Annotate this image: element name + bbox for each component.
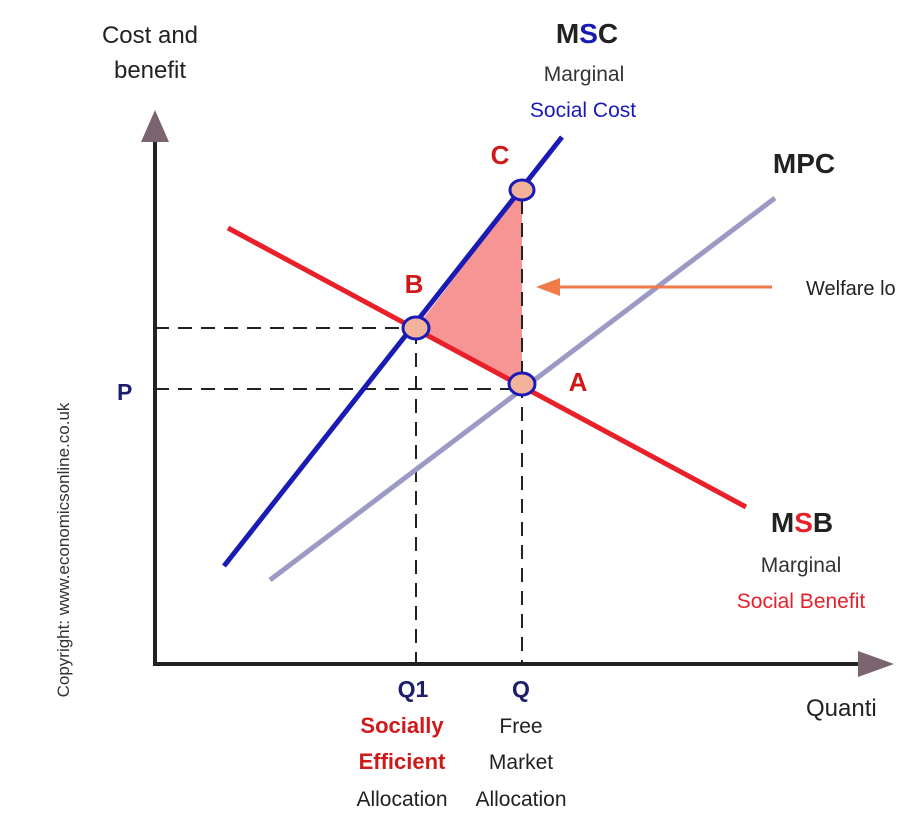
- q-label-line1: Free: [499, 715, 542, 738]
- welfare-loss-label: Welfare lo: [806, 278, 896, 300]
- msb-label-line2: Social Benefit: [737, 590, 866, 613]
- x-axis-arrowhead: [858, 651, 894, 677]
- point-b-label: B: [405, 269, 424, 299]
- price-label: P: [117, 379, 132, 405]
- point-b-marker: [401, 315, 431, 341]
- x-axis-label: Quanti: [806, 695, 877, 722]
- msb-label-line1: Marginal: [761, 554, 842, 577]
- q-code-label: Q: [512, 676, 530, 702]
- welfare-loss-arrow: [536, 278, 772, 296]
- point-a-marker: [507, 371, 537, 397]
- mpc-label: MPC: [773, 148, 835, 179]
- msc-label-line1: Marginal: [544, 63, 625, 86]
- q1-label-line3: Allocation: [356, 788, 447, 811]
- y-axis-label-line2: benefit: [114, 57, 186, 84]
- msb-code-label: MSB: [771, 507, 833, 538]
- msc-label-line2: Social Cost: [530, 99, 636, 122]
- q-label-line3: Allocation: [475, 788, 566, 811]
- axes: [141, 110, 894, 677]
- msc-curve: [222, 135, 564, 568]
- point-c-marker: [508, 178, 536, 202]
- y-axis-label-line1: Cost and: [102, 22, 198, 49]
- point-a-label: A: [569, 367, 588, 397]
- intersection-markers: [401, 178, 537, 397]
- dashed-guides: [155, 200, 523, 662]
- msc-code-label: MSC: [556, 18, 618, 49]
- welfare-loss-triangle: [416, 190, 522, 384]
- point-c-label: C: [491, 140, 510, 170]
- q1-label-line2: Efficient: [359, 749, 446, 774]
- y-axis-arrowhead: [141, 110, 169, 142]
- q1-code-label: Q1: [398, 676, 429, 702]
- msb-curve: [226, 225, 748, 510]
- q1-label-line1: Socially: [360, 713, 444, 738]
- q-label-line2: Market: [489, 751, 553, 774]
- copyright-text: Copyright: www.economicsonline.co.uk: [54, 402, 73, 697]
